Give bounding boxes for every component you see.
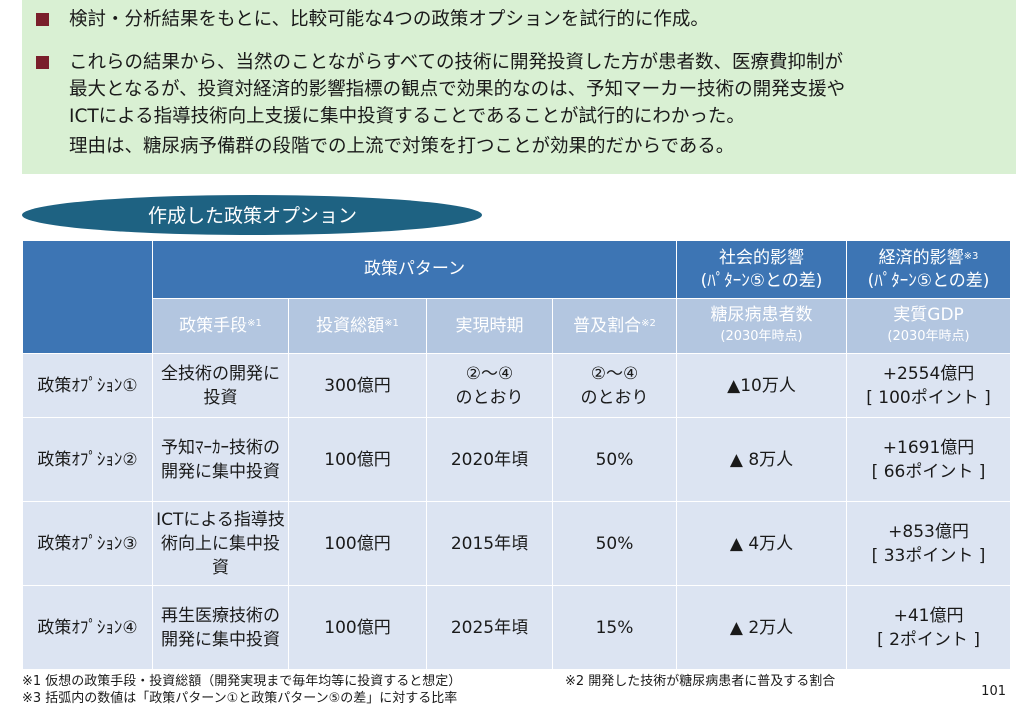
corner-header-cell [22, 240, 153, 354]
row-option-name: 政策ｵﾌﾟｼｮﾝ④ [22, 585, 153, 670]
section-title: 作成した政策オプション [148, 205, 358, 227]
row-patients: ▲ 2万人 [676, 585, 848, 670]
row-gdp: +1691億円 [882, 437, 975, 458]
row-gdp: +41億円 [893, 605, 964, 626]
col-diffusion-label: 普及割合 [573, 316, 642, 336]
summary-bullet-2-text: これらの結果から、当然のことながらすべての技術に開発投資した方が患者数、医療費抑… [69, 52, 846, 127]
col-means-header: 政策手段※1 [152, 298, 289, 354]
row-means: ICTによる指導技術向上に集中投資 [152, 501, 289, 586]
summary-continuation: 理由は、糖尿病予備群の段階での上流で対策を打つことが効果的だからである。 [69, 136, 735, 157]
footnote-2: ※2 開発した技術が糖尿病患者に普及する割合 [565, 674, 836, 689]
row-timing: 2015年頃 [426, 501, 553, 586]
square-bullet-icon [36, 56, 49, 69]
row-gdp-cell: +41億円 [ 2ポイント ] [846, 585, 1012, 670]
row-means: 全技術の開発に投資 [152, 353, 289, 418]
policy-pattern-header: 政策パターン [151, 240, 678, 299]
row-diffusion: ②～④ のとおり [551, 353, 678, 418]
economic-impact-title: 経済的影響 [878, 247, 964, 268]
col-gdp-sub: (2030年時点) [887, 329, 970, 344]
row-option-name: 政策ｵﾌﾟｼｮﾝ② [22, 417, 153, 502]
summary-bullet-2: これらの結果から、当然のことながらすべての技術に開発投資した方が患者数、医療費抑… [36, 49, 845, 130]
row-diffusion: 50% [551, 501, 678, 586]
col-gdp-label: 実質GDP [893, 305, 964, 325]
page-number: 101 [981, 684, 1006, 699]
row-points: [ 33ポイント ] [871, 545, 986, 566]
row-investment: 300億円 [288, 353, 427, 418]
policy-options-table: 政策パターン 社会的影響 (ﾊﾟﾀｰﾝ⑤との差) 経済的影響※3 (ﾊﾟﾀｰﾝ⑤… [22, 240, 1012, 670]
summary-bullet-1-text: 検討・分析結果をもとに、比較可能な4つの政策オプションを試行的に作成。 [69, 9, 709, 30]
col-investment-header: 投資総額※1 [288, 298, 427, 354]
square-bullet-icon [36, 13, 49, 26]
table-row: 政策ｵﾌﾟｼｮﾝ① 全技術の開発に投資 300億円 ②～④ のとおり ②～④ の… [22, 353, 1012, 418]
col-diffusion-note: ※2 [641, 318, 656, 329]
col-investment-label: 投資総額 [316, 316, 385, 336]
footnote-3: ※3 括弧内の数値は「政策パターン①と政策パターン⑤の差」に対する比率 [22, 691, 458, 706]
table-row: 政策ｵﾌﾟｼｮﾝ② 予知ﾏｰｶｰ技術の開発に集中投資 100億円 2020年頃 … [22, 417, 1012, 502]
table-row: 政策ｵﾌﾟｼｮﾝ③ ICTによる指導技術向上に集中投資 100億円 2015年頃… [22, 501, 1012, 586]
row-diffusion: 50% [551, 417, 678, 502]
row-gdp-cell: +2554億円 [ 100ポイント ] [846, 353, 1012, 418]
col-diffusion-header: 普及割合※2 [551, 298, 678, 354]
row-points: [ 66ポイント ] [871, 461, 986, 482]
economic-impact-subtitle: (ﾊﾟﾀｰﾝ⑤との差) [867, 270, 990, 291]
col-gdp-header: 実質GDP (2030年時点) [846, 298, 1012, 354]
social-impact-title: 社会的影響 [719, 247, 805, 268]
table-row: 政策ｵﾌﾟｼｮﾝ④ 再生医療技術の開発に集中投資 100億円 2025年頃 15… [22, 585, 1012, 670]
row-option-name: 政策ｵﾌﾟｼｮﾝ③ [22, 501, 153, 586]
footnote-1: ※1 仮想の政策手段・投資総額（開発実現まで毎年均等に投資すると想定） [22, 674, 462, 689]
row-investment: 100億円 [288, 501, 427, 586]
col-investment-note: ※1 [384, 318, 399, 329]
economic-impact-title-line: 経済的影響※3 [847, 247, 1010, 270]
economic-impact-header: 経済的影響※3 (ﾊﾟﾀｰﾝ⑤との差) [846, 240, 1012, 299]
row-timing: ②～④ のとおり [426, 353, 553, 418]
col-timing-header: 実現時期 [426, 298, 553, 354]
row-option-name: 政策ｵﾌﾟｼｮﾝ① [22, 353, 153, 418]
col-patients-header: 糖尿病患者数 (2030年時点) [676, 298, 848, 354]
summary-bullet-1: 検討・分析結果をもとに、比較可能な4つの政策オプションを試行的に作成。 [36, 6, 709, 33]
row-gdp-cell: +853億円 [ 33ポイント ] [846, 501, 1012, 586]
social-impact-header: 社会的影響 (ﾊﾟﾀｰﾝ⑤との差) [676, 240, 848, 299]
col-means-label: 政策手段 [179, 316, 248, 336]
section-title-ellipse [22, 195, 482, 235]
row-investment: 100億円 [288, 585, 427, 670]
row-gdp: +853億円 [888, 521, 969, 542]
summary-box: 検討・分析結果をもとに、比較可能な4つの政策オプションを試行的に作成。 これらの… [22, 0, 1016, 174]
economic-impact-note: ※3 [963, 250, 979, 262]
col-patients-sub: (2030年時点) [720, 329, 803, 344]
row-gdp-cell: +1691億円 [ 66ポイント ] [846, 417, 1012, 502]
row-diffusion: 15% [551, 585, 678, 670]
col-means-note: ※1 [247, 318, 262, 329]
row-patients: ▲ 8万人 [676, 417, 848, 502]
row-means: 再生医療技術の開発に集中投資 [152, 585, 289, 670]
row-means: 予知ﾏｰｶｰ技術の開発に集中投資 [152, 417, 289, 502]
col-patients-label: 糖尿病患者数 [710, 305, 813, 325]
table-header-row-1: 政策パターン 社会的影響 (ﾊﾟﾀｰﾝ⑤との差) 経済的影響※3 (ﾊﾟﾀｰﾝ⑤… [22, 240, 1012, 354]
row-patients: ▲ 4万人 [676, 501, 848, 586]
table-header-row-2: 政策手段※1 投資総額※1 実現時期 普及割合※2 糖尿病患者数 (2030年時… [23, 298, 1012, 354]
row-patients: ▲10万人 [676, 353, 848, 418]
row-investment: 100億円 [288, 417, 427, 502]
row-gdp: +2554億円 [882, 363, 975, 384]
row-points: [ 2ポイント ] [877, 629, 980, 650]
row-points: [ 100ポイント ] [866, 387, 991, 408]
social-impact-subtitle: (ﾊﾟﾀｰﾝ⑤との差) [700, 270, 823, 291]
row-timing: 2020年頃 [426, 417, 553, 502]
row-timing: 2025年頃 [426, 585, 553, 670]
